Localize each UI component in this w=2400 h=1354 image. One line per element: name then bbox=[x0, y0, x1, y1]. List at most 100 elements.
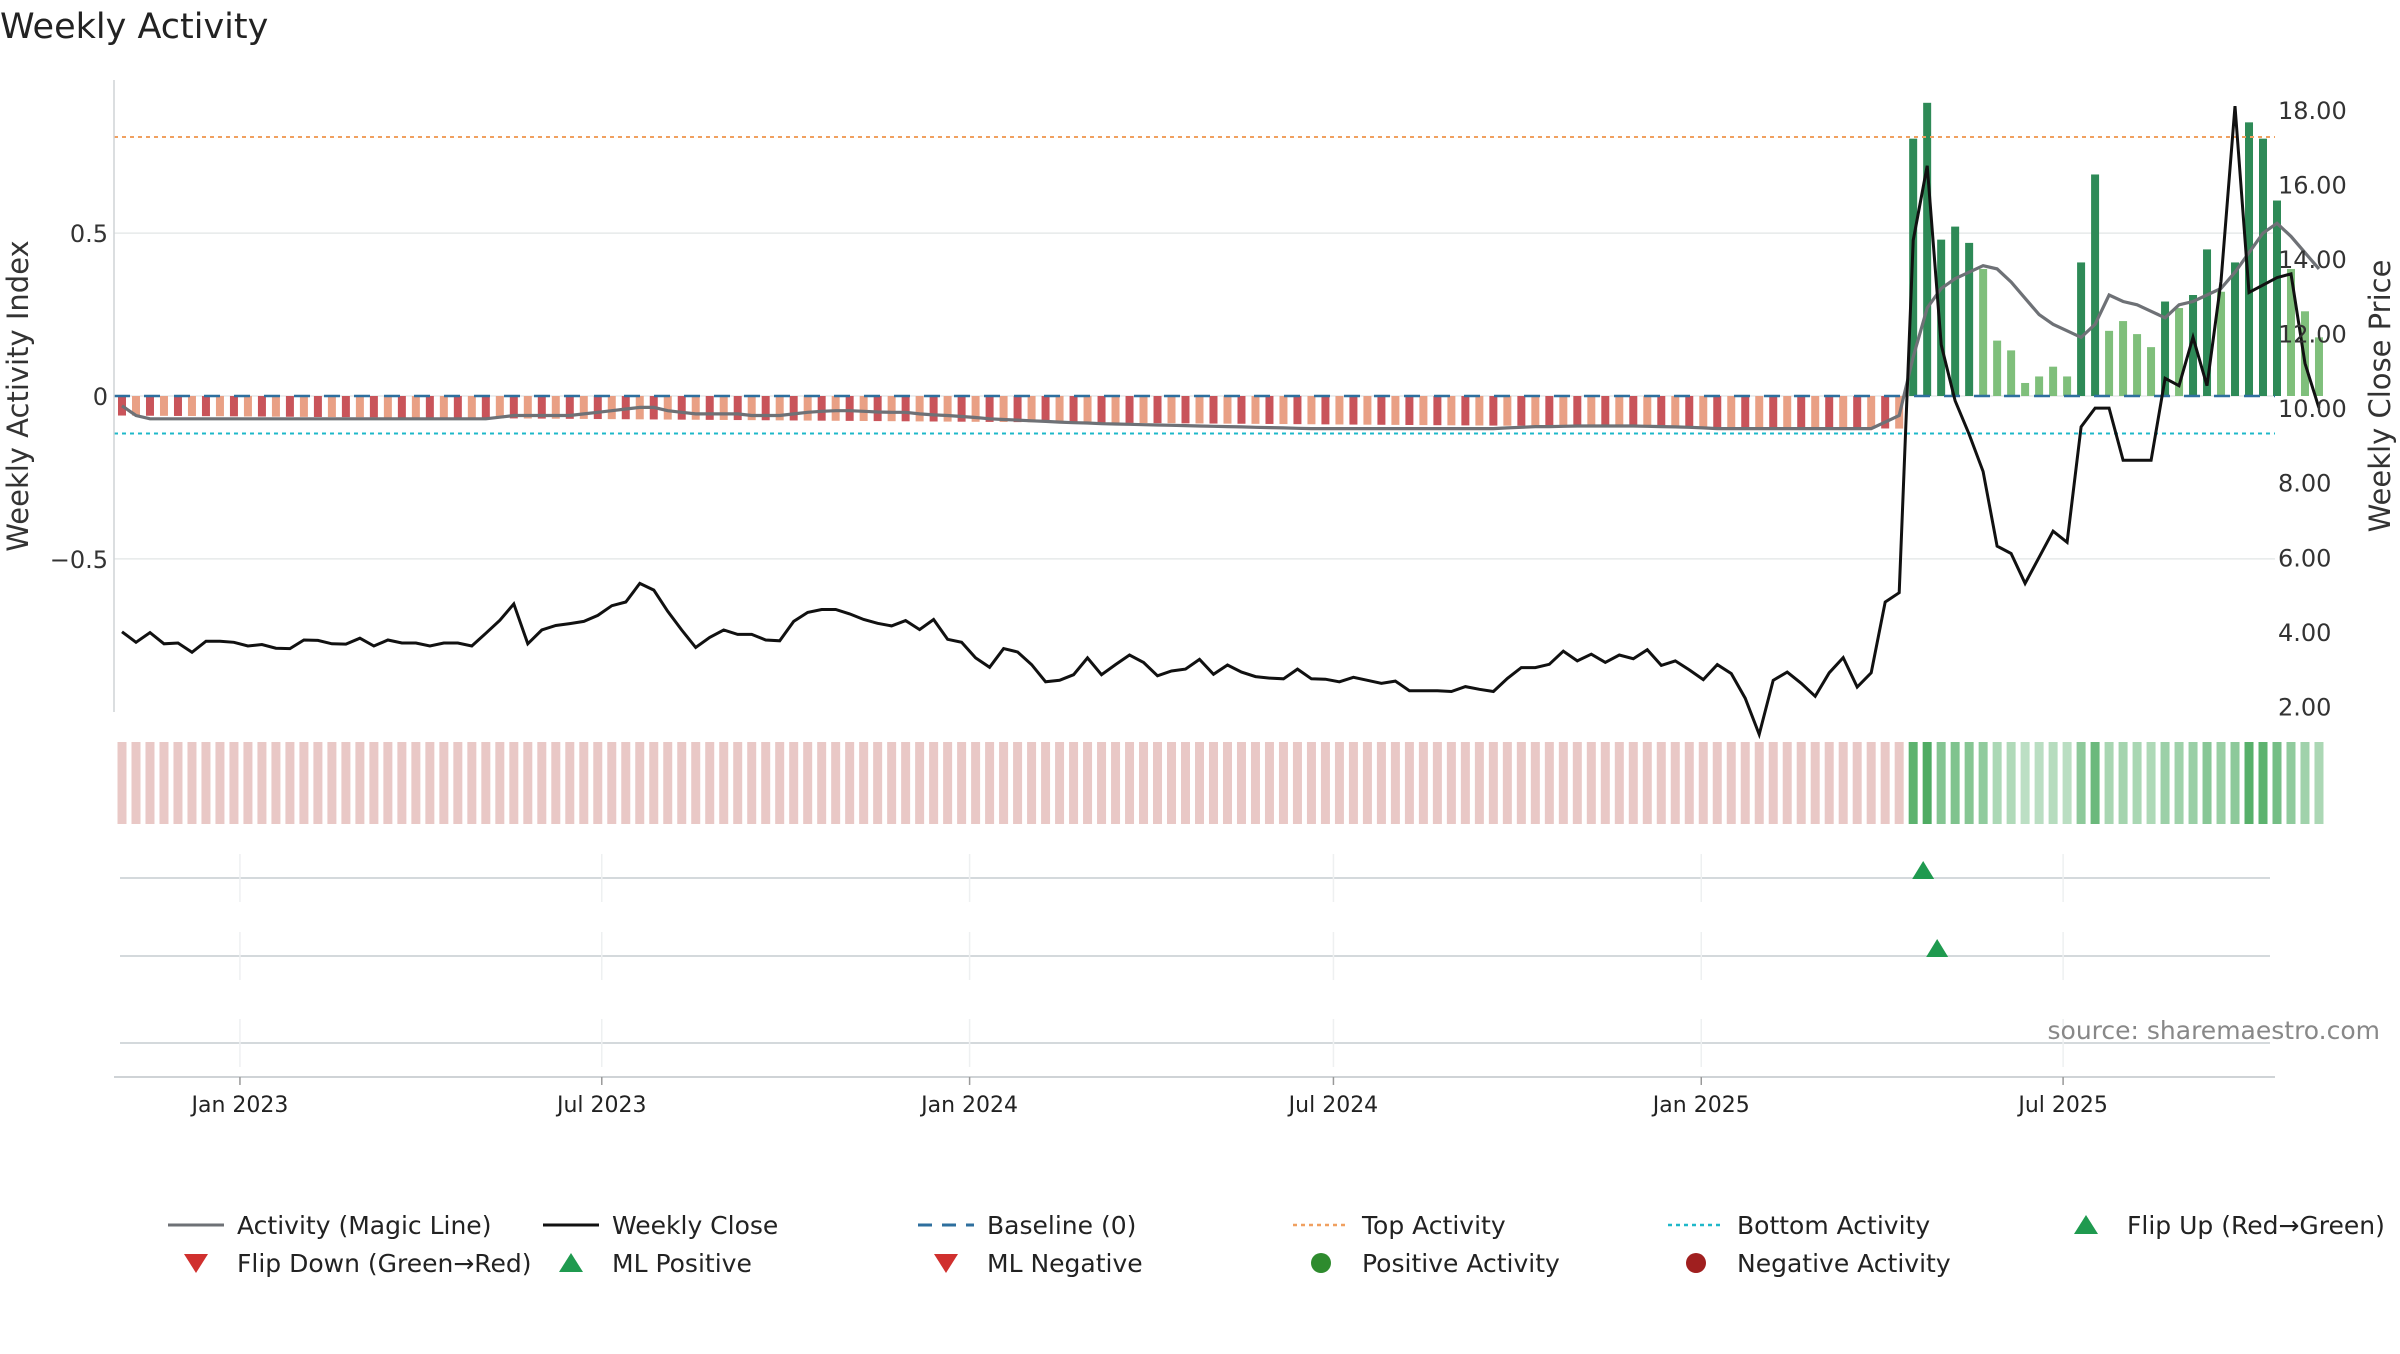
activity-strip-cell bbox=[1964, 742, 1974, 824]
y2-tick-label: 2.00 bbox=[2278, 693, 2331, 721]
axes-layer: 0.5 0 −0.5 18.00 16.00 14.00 12.00 10.00 8.00 6.0… bbox=[50, 80, 2347, 721]
activity-bar bbox=[873, 396, 882, 422]
activity-bar bbox=[2063, 376, 2072, 396]
activity-bar bbox=[817, 396, 826, 421]
activity-bar bbox=[2245, 122, 2254, 396]
y2-tick-label: 16.00 bbox=[2278, 171, 2347, 199]
activity-bar bbox=[565, 396, 574, 419]
x-tick-label: Jul 2023 bbox=[555, 1093, 647, 1118]
activity-bar bbox=[1153, 396, 1162, 424]
activity-strip-cell bbox=[1824, 742, 1834, 824]
y2-tick-label: 8.00 bbox=[2278, 470, 2331, 498]
activity-bar bbox=[761, 396, 770, 421]
activity-strip-cell bbox=[1796, 742, 1806, 824]
activity-strip-cell bbox=[495, 742, 505, 824]
activity-strip-cell bbox=[2090, 742, 2100, 824]
activity-bar bbox=[1237, 396, 1246, 424]
activity-strip-cell bbox=[579, 742, 589, 824]
activity-strip-cell bbox=[873, 742, 883, 824]
activity-bar bbox=[1181, 396, 1190, 424]
activity-bar bbox=[1069, 396, 1078, 423]
activity-strip-cell bbox=[187, 742, 197, 824]
activity-strip-cell bbox=[1069, 742, 1079, 824]
activity-bar bbox=[117, 396, 126, 416]
activity-strip-cell bbox=[1390, 742, 1400, 824]
activity-strip-cell bbox=[201, 742, 211, 824]
activity-strip-cell bbox=[1153, 742, 1163, 824]
activity-strip-cell bbox=[1236, 742, 1246, 824]
activity-bar bbox=[1027, 396, 1036, 423]
activity-strip-cell bbox=[1125, 742, 1135, 824]
activity-bar bbox=[2133, 334, 2142, 396]
activity-strip-cell bbox=[831, 742, 841, 824]
activity-strip-cell bbox=[285, 742, 295, 824]
activity-bar bbox=[2105, 330, 2114, 396]
activity-strip-cell bbox=[313, 742, 323, 824]
activity-strip-cell bbox=[2314, 742, 2324, 824]
activity-bars-layer bbox=[117, 102, 2323, 429]
activity-strip-cell bbox=[453, 742, 463, 824]
activity-strip-cell bbox=[1222, 742, 1232, 824]
activity-strip-cell bbox=[1418, 742, 1428, 824]
activity-bar bbox=[789, 396, 798, 421]
activity-strip-cell bbox=[691, 742, 701, 824]
activity-bar bbox=[1531, 396, 1540, 426]
activity-bar bbox=[1293, 396, 1302, 425]
activity-strip-cell bbox=[145, 742, 155, 824]
activity-strip-cell bbox=[215, 742, 225, 824]
activity-strip-cell bbox=[131, 742, 141, 824]
activity-bar bbox=[1853, 396, 1862, 429]
legend-label: Negative Activity bbox=[1737, 1249, 1951, 1278]
activity-bar bbox=[1083, 396, 1092, 423]
activity-bar bbox=[1097, 396, 1106, 423]
activity-bar bbox=[733, 396, 742, 421]
activity-strip-cell bbox=[1614, 742, 1624, 824]
activity-bar bbox=[2007, 350, 2016, 396]
activity-bar bbox=[1405, 396, 1414, 425]
activity-bar bbox=[1111, 396, 1120, 423]
activity-strip-cell bbox=[1978, 742, 1988, 824]
activity-strip-cell bbox=[775, 742, 785, 824]
activity-strip-cell bbox=[2202, 742, 2212, 824]
activity-strip-cell bbox=[1027, 742, 1037, 824]
activity-strip-cell bbox=[1642, 742, 1652, 824]
activity-bar bbox=[2272, 200, 2281, 396]
activity-bar bbox=[607, 396, 616, 420]
activity-bar bbox=[523, 396, 532, 419]
activity-bar bbox=[929, 396, 938, 422]
activity-strip-cell bbox=[1083, 742, 1093, 824]
activity-bar bbox=[2259, 138, 2268, 397]
activity-strip-cell bbox=[747, 742, 757, 824]
activity-bar bbox=[2077, 262, 2086, 396]
y2-axis-label: Weekly Close Price bbox=[2363, 260, 2397, 533]
legend-label: ML Negative bbox=[987, 1249, 1143, 1278]
activity-bar bbox=[663, 396, 672, 420]
activity-bar bbox=[2161, 301, 2170, 396]
activity-bar bbox=[1433, 396, 1442, 426]
activity-strip-cell bbox=[1292, 742, 1302, 824]
activity-strip-cell bbox=[1097, 742, 1107, 824]
activity-bar bbox=[887, 396, 896, 422]
activity-strip-cell bbox=[2104, 742, 2114, 824]
activity-strip-cell bbox=[1376, 742, 1386, 824]
activity-bar bbox=[2091, 174, 2100, 396]
activity-strip-cell bbox=[565, 742, 575, 824]
activity-bar bbox=[1475, 396, 1484, 426]
activity-strip-cell bbox=[2174, 742, 2184, 824]
activity-bar bbox=[999, 396, 1008, 423]
activity-strip-cell bbox=[943, 742, 953, 824]
activity-strip-cell bbox=[1516, 742, 1526, 824]
activity-strip-cell bbox=[789, 742, 799, 824]
activity-strip-cell bbox=[1502, 742, 1512, 824]
activity-strip-cell bbox=[1111, 742, 1121, 824]
activity-strip-cell bbox=[1698, 742, 1708, 824]
activity-strip-cell bbox=[985, 742, 995, 824]
activity-bar bbox=[1041, 396, 1050, 423]
legend-circle-icon bbox=[1311, 1253, 1331, 1273]
activity-strip-cell bbox=[1544, 742, 1554, 824]
activity-strip-cell bbox=[1278, 742, 1288, 824]
activity-bar bbox=[1769, 396, 1778, 428]
activity-strip-cell bbox=[649, 742, 659, 824]
activity-bar bbox=[1503, 396, 1512, 426]
